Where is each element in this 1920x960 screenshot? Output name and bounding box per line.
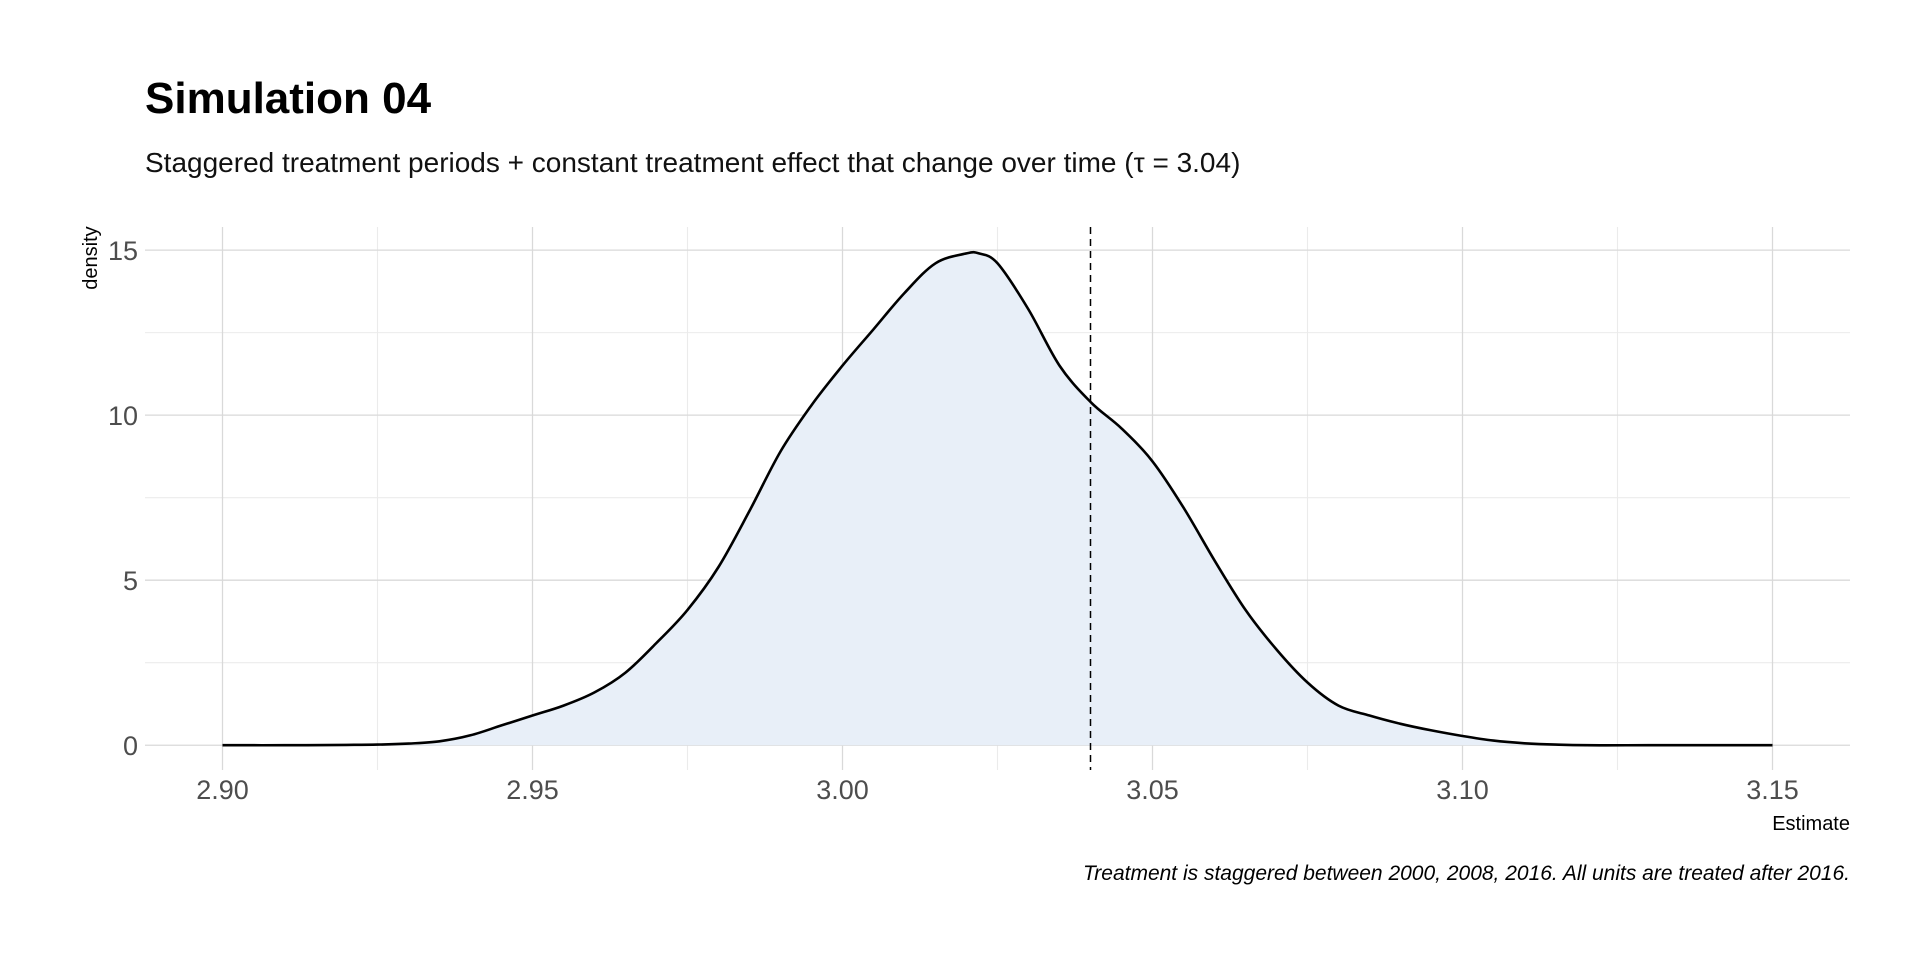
density-area [222,252,1773,746]
x-tick-label: 3.10 [1436,775,1489,805]
y-tick-label: 5 [123,566,138,596]
y-tick-label: 15 [108,236,138,266]
x-tick-label: 3.15 [1746,775,1799,805]
y-tick-label: 0 [123,731,138,761]
x-tick-label: 2.95 [506,775,559,805]
x-tick-label: 2.90 [196,775,249,805]
x-axis-label: Estimate [1772,813,1850,835]
x-axis-ticks: 2.90 2.95 3.00 3.05 3.10 3.15 [196,775,1799,805]
chart-title: Simulation 04 [145,74,432,123]
x-tick-label: 3.05 [1126,775,1179,805]
chart-subtitle: Staggered treatment periods + constant t… [145,147,1240,178]
y-axis-ticks: 0 5 10 15 [108,236,138,761]
y-tick-label: 10 [108,401,138,431]
y-axis-label: density [80,226,102,289]
density-curve [222,250,1773,747]
chart-caption: Treatment is staggered between 2000, 200… [1083,862,1850,885]
x-tick-label: 3.00 [816,775,869,805]
